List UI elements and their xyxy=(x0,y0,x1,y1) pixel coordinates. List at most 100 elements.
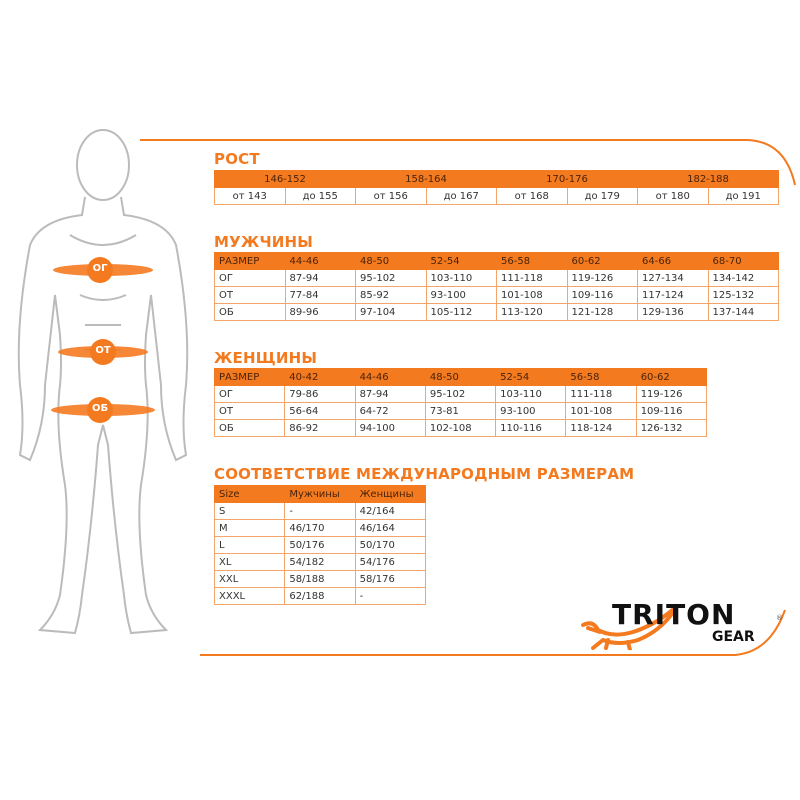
table-row: ОБ 86-92 94-100 102-108 110-116 118-124 126-13… xyxy=(213,419,708,437)
table-cell: 56-64 xyxy=(284,402,356,420)
table-row: ОТ 77-84 85-92 93-100 101-108 109-116 117-124 1… xyxy=(214,286,779,304)
table-cell: ОГ xyxy=(214,269,286,287)
header-row: РАЗМЕР 40-42 44-46 48-50 52-54 56-58 60-62 xyxy=(213,368,708,386)
header-cell: Size xyxy=(213,485,286,503)
table-cell: 58/176 xyxy=(354,570,427,588)
header-cell: Мужчины xyxy=(284,485,356,503)
table-cell: XXL xyxy=(213,570,286,588)
table-cell: 42/164 xyxy=(354,502,427,520)
table-cell: 103-110 xyxy=(495,385,567,403)
header-cell: 40-42 xyxy=(284,368,356,386)
table-cell: 127-134 xyxy=(637,269,709,287)
table-row: M 46/170 46/164 xyxy=(213,519,427,537)
table-cell: 95-102 xyxy=(424,385,497,403)
table-cell: 125-132 xyxy=(707,286,779,304)
table-cell: 111-118 xyxy=(565,385,637,403)
women-table: РАЗМЕР 40-42 44-46 48-50 52-54 56-58 60-62 ОГ 79… xyxy=(213,368,708,437)
height-bound: от 156 xyxy=(355,187,427,205)
table-cell: 126-132 xyxy=(635,419,708,437)
table-cell: 93-100 xyxy=(495,402,567,420)
table-cell: 46/164 xyxy=(354,519,427,537)
table-cell: 87-94 xyxy=(354,385,426,403)
header-cell: 60-62 xyxy=(566,252,638,270)
table-cell: 85-92 xyxy=(355,286,427,304)
table-row: XXL 58/188 58/176 xyxy=(213,570,427,588)
table-cell: - xyxy=(284,502,356,520)
header-cell: 60-62 xyxy=(635,368,708,386)
table-cell: 73-81 xyxy=(424,402,497,420)
table-row: XL 54/182 54/176 xyxy=(213,553,427,571)
table-cell: 77-84 xyxy=(284,286,356,304)
table-row: ОГ 79-86 87-94 95-102 103-110 111-118 119-126 xyxy=(213,385,708,403)
height-bound: от 168 xyxy=(496,187,568,205)
height-bound: до 167 xyxy=(425,187,497,205)
height-bound: до 155 xyxy=(284,187,356,205)
logo-registered: ® xyxy=(776,614,783,622)
table-cell: 50/176 xyxy=(284,536,356,554)
header-cell: 56-58 xyxy=(565,368,637,386)
table-cell: 134-142 xyxy=(707,269,779,287)
table-cell: 102-108 xyxy=(424,419,497,437)
table-cell: 95-102 xyxy=(355,269,427,287)
table-cell: S xyxy=(213,502,286,520)
table-cell: 54/182 xyxy=(284,553,356,571)
table-cell: 97-104 xyxy=(355,303,427,321)
table-cell: 101-108 xyxy=(565,402,637,420)
header-cell: РАЗМЕР xyxy=(214,252,286,270)
height-range: 170-176 xyxy=(496,170,638,188)
table-cell: 137-144 xyxy=(707,303,779,321)
table-cell: 46/170 xyxy=(284,519,356,537)
chest-label: ОГ xyxy=(92,263,108,274)
men-title: МУЖЧИНЫ xyxy=(214,233,314,251)
table-cell: 121-128 xyxy=(566,303,638,321)
table-cell: 105-112 xyxy=(425,303,497,321)
header-cell: 44-46 xyxy=(354,368,426,386)
header-cell: 52-54 xyxy=(495,368,567,386)
table-cell: 118-124 xyxy=(565,419,637,437)
logo-brand: TRITON xyxy=(612,598,736,631)
table-cell: 86-92 xyxy=(284,419,356,437)
table-cell: 58/188 xyxy=(284,570,356,588)
table-cell: 50/170 xyxy=(354,536,427,554)
logo-sub: GEAR xyxy=(712,629,755,645)
table-cell: 103-110 xyxy=(425,269,497,287)
international-table: Size Мужчины Женщины S -42/164 M 46/170 46/164 L… xyxy=(213,485,427,605)
table-cell: 79-86 xyxy=(284,385,356,403)
table-cell: 62/188 xyxy=(284,587,356,605)
international-title: СООТВЕТСТВИЕ МЕЖДУНАРОДНЫМ РАЗМЕРАМ xyxy=(214,465,635,483)
table-cell: 87-94 xyxy=(284,269,356,287)
header-cell: Женщины xyxy=(354,485,427,503)
header-cell: 48-50 xyxy=(355,252,427,270)
hips-label: ОБ xyxy=(91,403,109,414)
table-row: ОГ 87-94 95-102 103-110 111-118 119-126 127-13… xyxy=(214,269,779,287)
height-title: РОСТ xyxy=(214,150,260,168)
header-cell: 44-46 xyxy=(284,252,356,270)
height-range: 182-188 xyxy=(637,170,779,188)
table-row: ОТ 56-64 64-72 73-81 93-100 101-108 109-116 xyxy=(213,402,708,420)
table-cell: 89-96 xyxy=(284,303,356,321)
height-bound: от 143 xyxy=(214,187,286,205)
table-cell: 119-126 xyxy=(566,269,638,287)
table-cell: 129-136 xyxy=(637,303,709,321)
header-row: РАЗМЕР 44-46 48-50 52-54 56-58 60-62 64-66 68-7… xyxy=(214,252,779,270)
table-cell: 113-120 xyxy=(496,303,568,321)
header-cell: 56-58 xyxy=(496,252,568,270)
table-cell: ОБ xyxy=(214,303,286,321)
men-table: РАЗМЕР 44-46 48-50 52-54 56-58 60-62 64-66 68-7… xyxy=(214,252,779,321)
table-cell: 109-116 xyxy=(635,402,708,420)
table-row: L 50/176 50/170 xyxy=(213,536,427,554)
table-cell: ОБ xyxy=(213,419,286,437)
height-table: 146-152 158-164 170-176 182-188 от 143 д… xyxy=(214,170,779,205)
height-bound: до 191 xyxy=(707,187,779,205)
header-row: Size Мужчины Женщины xyxy=(213,485,427,503)
salamander-logo-icon xyxy=(581,603,680,650)
table-cell: XL xyxy=(213,553,286,571)
table-cell: 54/176 xyxy=(354,553,427,571)
table-cell: 93-100 xyxy=(425,286,497,304)
table-cell: XXXL xyxy=(213,587,286,605)
waist-label: ОТ xyxy=(95,345,111,356)
table-cell: 119-126 xyxy=(635,385,708,403)
header-cell: 64-66 xyxy=(637,252,709,270)
table-cell: ОТ xyxy=(213,402,286,420)
